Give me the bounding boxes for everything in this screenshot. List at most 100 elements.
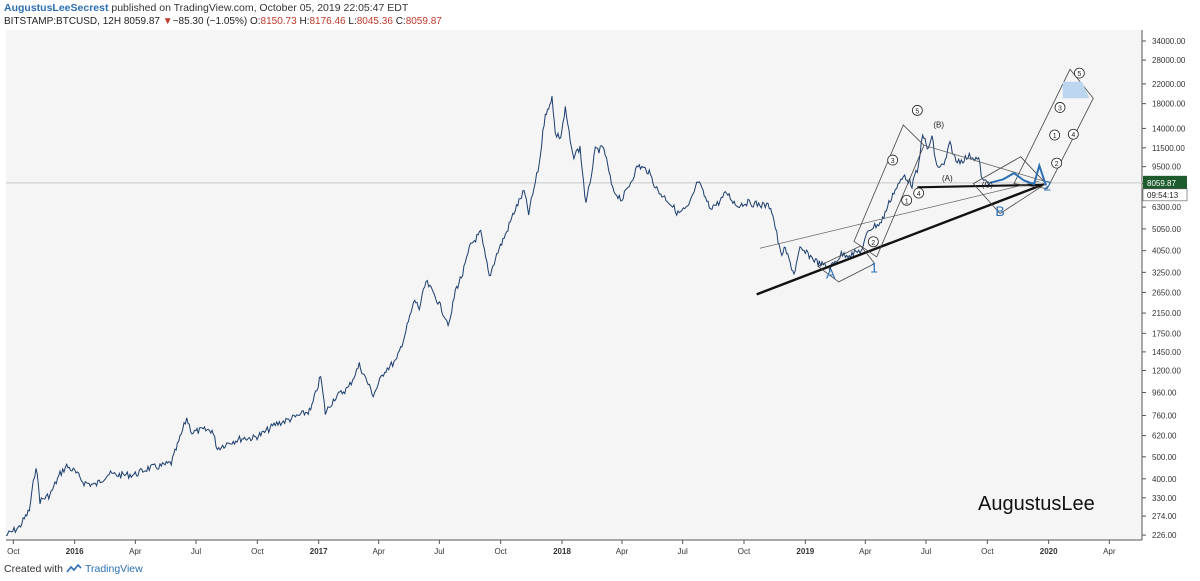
- close-label: C:: [395, 16, 406, 27]
- close-value: 8059.87: [405, 16, 442, 27]
- wave-label: 4: [1071, 132, 1075, 139]
- wave-label: (B): [933, 121, 944, 130]
- ohlc-header: BITSTAMP:BTCUSD, 12H 8059.87 ▼−85.30 (−1…: [4, 16, 442, 27]
- down-arrow-icon: ▼: [162, 16, 173, 27]
- x-tick-label: Apr: [859, 547, 872, 556]
- wave-label: (C): [982, 180, 993, 189]
- y-tick-label: 960.00: [1152, 389, 1177, 398]
- x-tick-label: Oct: [981, 547, 994, 556]
- x-tick-label: Oct: [7, 547, 20, 556]
- last-price: 8059.87: [123, 16, 160, 27]
- symbol-label: BITSTAMP:BTCUSD, 12H: [4, 16, 122, 27]
- y-tick-label: 400.00: [1152, 475, 1177, 484]
- x-tick-label: Apr: [129, 547, 142, 556]
- y-tick-label: 1200.00: [1152, 367, 1181, 376]
- x-tick-label: 2020: [1040, 547, 1058, 556]
- x-tick-label: 2016: [66, 547, 84, 556]
- wave-label: 1: [1053, 133, 1057, 140]
- publish-info: AugustusLeeSecrest published on TradingV…: [4, 2, 408, 14]
- published-text: published on TradingView.com, October 05…: [108, 2, 409, 14]
- wave-label: 1: [870, 259, 878, 275]
- y-tick-label: 330.00: [1152, 494, 1177, 503]
- wave-circle: [887, 154, 899, 166]
- current-price-badge: [1143, 175, 1187, 189]
- wave-circle: [1067, 128, 1079, 140]
- wave-label: 2: [1055, 161, 1059, 168]
- y-tick-label: 500.00: [1152, 453, 1177, 462]
- y-tick-label: 28000.00: [1152, 56, 1186, 65]
- wave-label: A: [826, 265, 836, 281]
- wave-label: 5: [915, 108, 919, 115]
- y-tick-label: 2150.00: [1152, 309, 1181, 318]
- wave-circle: [1073, 67, 1085, 79]
- y-tick-label: 1450.00: [1152, 348, 1181, 357]
- x-tick-label: 2018: [553, 547, 571, 556]
- y-tick-label: 4050.00: [1152, 247, 1181, 256]
- y-tick-label: 1750.00: [1152, 329, 1181, 338]
- wave-circle: [1051, 157, 1063, 169]
- y-tick-label: 274.00: [1152, 512, 1177, 521]
- wave-circle: [911, 105, 923, 116]
- created-with-label: Created with: [4, 563, 63, 575]
- y-tick-label: 34000.00: [1152, 37, 1186, 46]
- y-tick-label: 22000.00: [1152, 80, 1186, 89]
- high-value: 8176.46: [309, 16, 346, 27]
- wave-circle: [901, 194, 913, 206]
- wave-label: 1: [905, 198, 909, 205]
- price-change: −85.30 (−1.05%): [172, 16, 248, 27]
- wave-label: 2: [1043, 178, 1051, 194]
- descending-trendline: [923, 144, 1045, 182]
- x-tick-label: Oct: [738, 547, 751, 556]
- channel-box-a: [817, 245, 876, 283]
- wave-circle: [1049, 129, 1061, 141]
- x-tick-label: Jul: [434, 547, 444, 556]
- y-tick-label: 5050.00: [1152, 225, 1181, 234]
- open-value: 8150.73: [260, 16, 297, 27]
- countdown-badge: [1142, 188, 1188, 202]
- plot-area: [6, 30, 1142, 540]
- wave-label: 4: [917, 191, 921, 198]
- author-watermark: AugustusLee: [978, 493, 1095, 515]
- wave-label: (A): [942, 174, 953, 183]
- y-tick-label: 6300.00: [1152, 203, 1181, 212]
- y-tick-label: 11500.00: [1152, 144, 1185, 153]
- x-tick-label: Jul: [191, 547, 201, 556]
- tradingview-brand[interactable]: TradingView: [84, 563, 143, 575]
- wave-label: 3: [1058, 105, 1062, 112]
- wave-label: 3: [891, 158, 895, 165]
- y-tick-label: 760.00: [1152, 412, 1177, 421]
- thin-trendline: [759, 180, 1040, 249]
- wave-circle: [913, 187, 925, 199]
- x-tick-label: 2017: [310, 547, 328, 556]
- y-tick-label: 3250.00: [1152, 268, 1181, 277]
- x-tick-label: Apr: [1103, 547, 1116, 556]
- target-zone: [1062, 81, 1090, 99]
- y-tick-label: 2650.00: [1152, 288, 1181, 297]
- high-label: H:: [299, 16, 310, 27]
- footer: Created with TradingView: [4, 563, 143, 575]
- x-tick-label: Oct: [494, 547, 507, 556]
- wave-label: B: [995, 203, 1004, 219]
- btc-price-series: [5, 96, 991, 536]
- x-tick-label: 2019: [796, 547, 814, 556]
- wave-label: 2: [871, 240, 875, 247]
- channel-box-projection: [1013, 68, 1094, 190]
- y-tick-label: 18000.00: [1152, 100, 1186, 109]
- low-label: L:: [348, 16, 357, 27]
- support-trendline: [756, 183, 1045, 296]
- author-name[interactable]: AugustusLeeSecrest: [4, 2, 109, 14]
- price-chart[interactable]: 34000.00 28000.00 22000.00 18000.00 14000.00…: [0, 30, 1200, 561]
- projected-path: [989, 162, 1047, 186]
- current-price-value: 8059.87: [1147, 179, 1176, 188]
- low-value: 8045.36: [356, 16, 393, 27]
- open-label: O:: [249, 16, 261, 27]
- wave-circle: [1054, 102, 1066, 113]
- x-tick-label: Jul: [921, 547, 931, 556]
- x-tick-label: Jul: [678, 547, 688, 556]
- wave-circle: [867, 236, 879, 248]
- channel-box-impulse: [853, 124, 925, 258]
- x-tick-label: Oct: [251, 547, 264, 556]
- y-tick-label: 226.00: [1152, 531, 1177, 540]
- wave-label: 5: [1077, 71, 1081, 78]
- y-tick-label: 14000.00: [1152, 124, 1186, 133]
